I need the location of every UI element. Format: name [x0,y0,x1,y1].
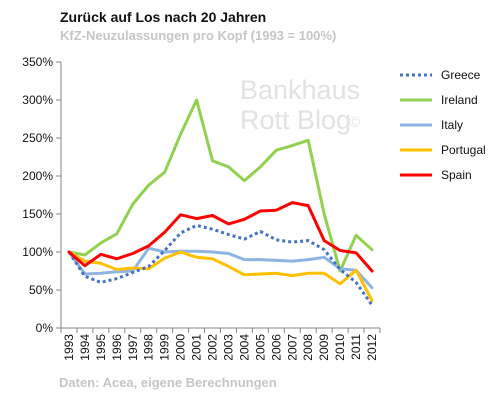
series-line-portugal [67,250,374,303]
y-tick-label: 0% [36,321,54,335]
chart-title: Zurück auf Los nach 20 Jahren [60,9,267,25]
legend: Greece Ireland Italy Portugal Spain [400,68,486,182]
series-lines [67,98,374,307]
series-line-greece [67,223,374,307]
y-tick-label: 50% [29,283,53,297]
watermark: Bankhaus Rott Blog © [240,75,360,135]
x-tick-label: 2003 [221,334,235,361]
x-tick-label: 2006 [269,334,283,361]
x-tick-label: 1994 [78,334,92,361]
series-line-spain [67,201,374,273]
chart-source: Daten: Acea, eigene Berechnungen [59,375,277,390]
x-axis-ticks: 1993 1994 1995 1996 1997 1998 1999 2000 2001 2002… [60,328,381,361]
legend-label-ireland: Ireland [441,93,478,107]
x-tick-label: 2009 [317,334,331,361]
series-line-ireland [67,98,374,273]
x-tick-label: 2005 [253,334,267,361]
watermark-copyright: © [349,114,360,131]
series-line-italy [67,246,374,290]
y-axis-ticks: 0% 50% 100% 150% 200% 250% 300% 350% [22,55,61,335]
y-tick-label: 150% [22,207,53,221]
y-tick-label: 100% [22,245,53,259]
legend-label-greece: Greece [441,68,481,82]
x-tick-label: 2008 [301,334,315,361]
x-tick-label: 2012 [365,334,379,361]
x-tick-label: 1993 [62,334,76,361]
x-tick-label: 1997 [126,334,140,361]
y-tick-label: 200% [22,169,53,183]
x-tick-label: 2002 [206,334,220,361]
legend-label-italy: Italy [441,118,463,132]
x-tick-label: 1995 [94,334,108,361]
watermark-line2: Rott Blog [240,105,351,135]
x-tick-label: 2001 [190,334,204,361]
y-tick-label: 250% [22,131,53,145]
x-tick-label: 1999 [158,334,172,361]
legend-label-spain: Spain [441,168,472,182]
x-tick-label: 2010 [333,334,347,361]
watermark-line1: Bankhaus [240,75,360,105]
x-tick-label: 2007 [285,334,299,361]
legend-label-portugal: Portugal [441,143,486,157]
x-tick-label: 1996 [110,334,124,361]
x-tick-label: 2000 [174,334,188,361]
x-tick-label: 2004 [237,334,251,361]
y-tick-label: 350% [22,55,53,69]
x-tick-label: 2011 [349,334,363,360]
y-tick-label: 300% [22,93,53,107]
chart-subtitle: KfZ-Neuzulassungen pro Kopf (1993 = 100%… [60,28,337,43]
x-tick-label: 1998 [142,334,156,361]
